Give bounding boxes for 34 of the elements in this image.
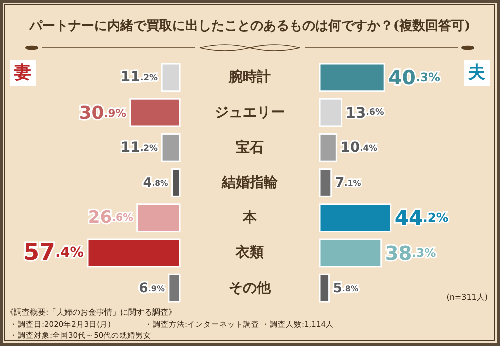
bar (172, 168, 181, 198)
bar (87, 238, 181, 268)
data-label: 38.3% (385, 242, 437, 265)
text: 夫 (468, 63, 486, 83)
text: 妻 (14, 63, 32, 83)
bar (319, 204, 392, 233)
y-tick-label: 衣類 (235, 244, 264, 262)
bar (130, 98, 181, 128)
bar (136, 204, 181, 233)
bar (319, 63, 386, 92)
data-label: 11.2% (120, 70, 159, 86)
text: (n=311人) (446, 293, 488, 302)
y-tick-label: 腕時計 (228, 68, 271, 86)
bar (168, 274, 181, 303)
text: 《調査概要:「夫婦のお金事情」に関する調査》 (6, 308, 177, 317)
y-tick-label: 宝石 (236, 138, 264, 156)
data-label: 30.9% (79, 102, 127, 124)
bar (319, 238, 382, 268)
bar (161, 63, 181, 92)
bar (319, 133, 338, 162)
y-tick-label: 本 (242, 210, 258, 226)
y-tick-label: 結婚指輪 (221, 175, 279, 191)
data-label: 11.2% (120, 140, 159, 156)
y-tick-label: ジュエリー (215, 104, 285, 121)
y-tick-label: その他 (229, 280, 272, 296)
data-label: 7.1% (335, 176, 362, 190)
data-label: 10.4% (340, 140, 378, 156)
bar (319, 168, 332, 198)
bar (161, 133, 181, 162)
data-label: 40.3% (388, 66, 441, 90)
data-label: 57.4% (24, 240, 84, 266)
bar (319, 98, 343, 128)
text: パートナーに内緒で買取に出したことのあるものは何ですか？(複数回答可) (28, 18, 471, 34)
bar (319, 274, 330, 303)
